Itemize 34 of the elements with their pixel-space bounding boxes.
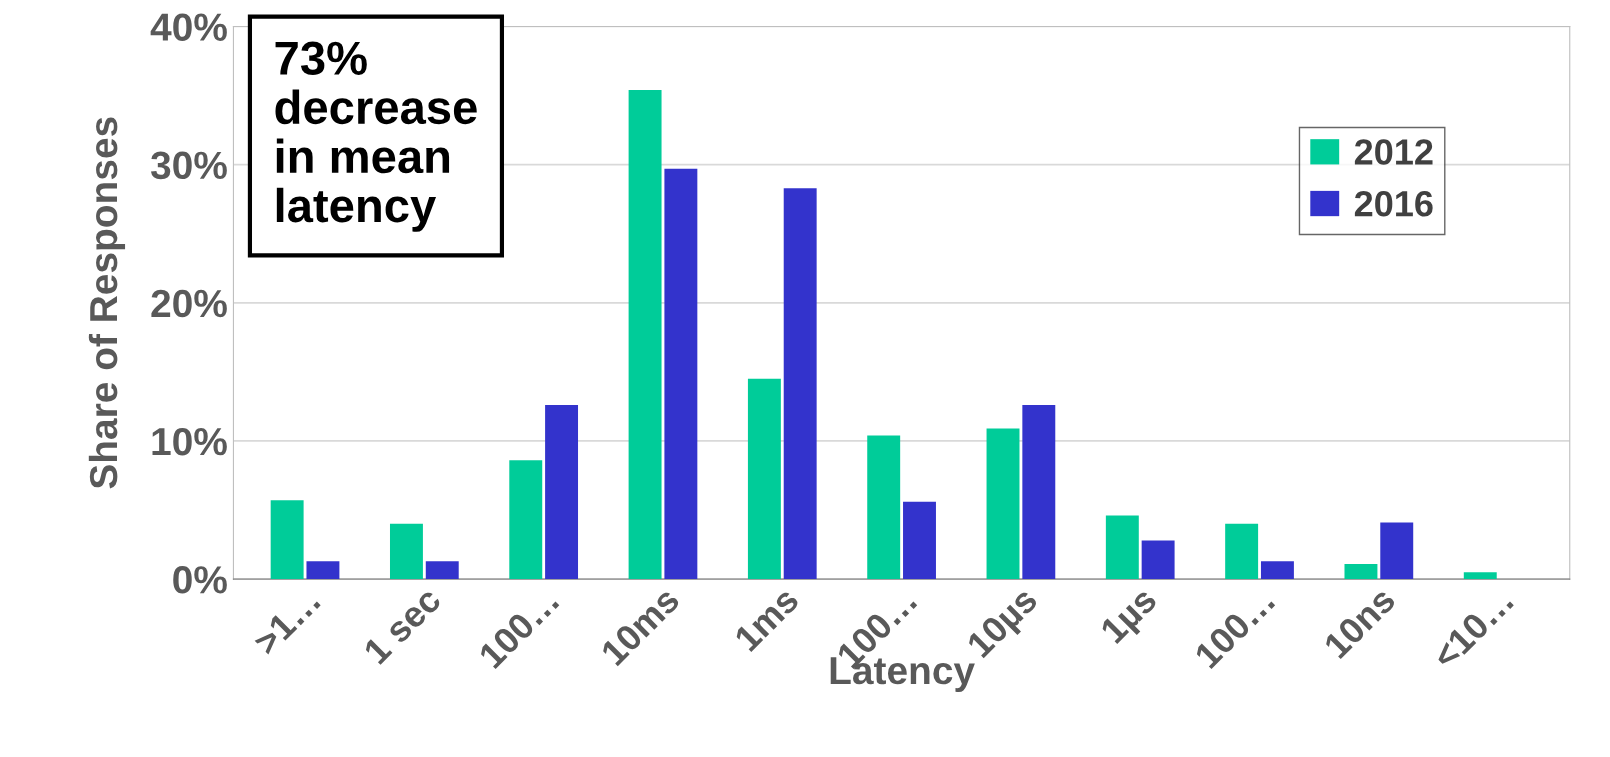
bar [1463,572,1497,580]
y-tick-label: 30% [150,151,227,180]
x-tick-label: 1µs [1099,585,1163,650]
bar [509,460,543,580]
bar [1225,523,1259,580]
bar [1141,540,1175,580]
bar [747,378,781,580]
x-tick-label: >1… [252,587,321,657]
x-tick-label: 1ms [733,585,800,653]
bar [1022,405,1056,580]
bar [306,561,340,580]
bar [1380,522,1414,580]
x-tick-label: 1 sec [363,585,443,666]
legend-label: 2012 [1354,139,1433,165]
bar [664,168,698,580]
bar [1260,561,1294,580]
y-tick-label: 10% [152,427,227,456]
legend-label: 2016 [1354,190,1433,217]
bar [425,561,459,580]
bar [270,500,304,580]
annotation: 73% decrease in mean latency [275,41,477,232]
y-tick-label: 40% [150,13,227,41]
y-axis-title: Share of Responses [88,117,126,489]
bar [545,405,579,580]
bar [783,188,817,580]
bar [1344,563,1378,580]
y-tick-label: 0% [173,566,227,594]
bar [986,428,1020,580]
bar [1105,515,1139,580]
bar [867,435,901,580]
y-tick-label: 20% [151,289,227,318]
bar [389,523,423,580]
bar [903,501,936,580]
bar [628,90,662,580]
